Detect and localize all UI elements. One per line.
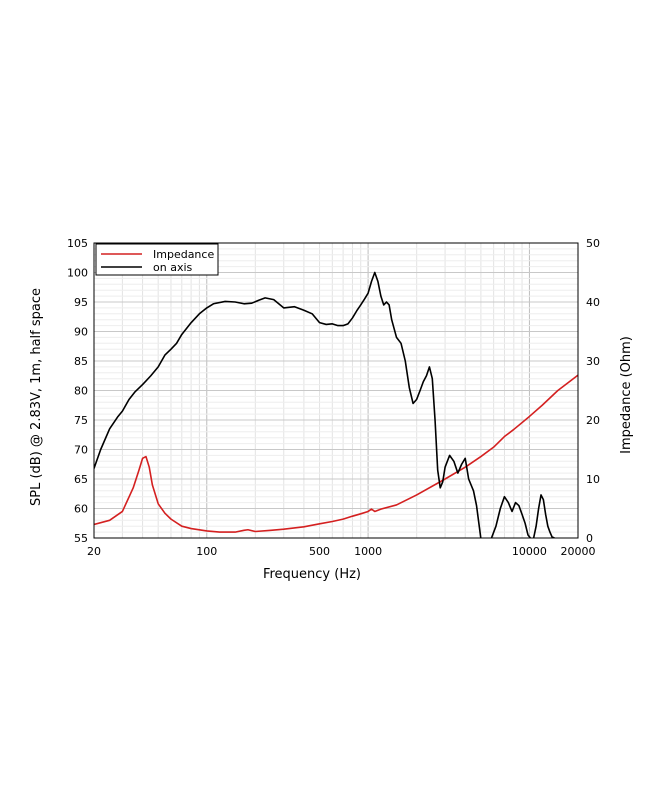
y2-tick-label: 20 xyxy=(586,414,600,427)
y-tick-label: 60 xyxy=(74,503,88,516)
y-axis-title: SPL (dB) @ 2.83V, 1m, half space xyxy=(29,288,44,506)
legend-box xyxy=(95,243,219,276)
x-tick-label: 20 xyxy=(87,545,101,558)
legend: Impedance on axis xyxy=(95,243,219,276)
y2-tick-label: 10 xyxy=(586,473,600,486)
y-tick-label: 80 xyxy=(74,385,88,398)
y-tick-label: 70 xyxy=(74,444,88,457)
series-layer xyxy=(94,271,578,538)
y-tick-label: 100 xyxy=(67,267,88,280)
legend-label-impedance: Impedance xyxy=(153,248,214,261)
legend-label-on-axis: on axis xyxy=(153,261,193,274)
x-axis-title: Frequency (Hz) xyxy=(263,567,361,582)
y-tick-label: 105 xyxy=(67,237,88,250)
y-tick-label: 65 xyxy=(74,473,88,486)
y-tick-label: 95 xyxy=(74,296,88,309)
x-tick-label: 500 xyxy=(309,545,330,558)
grid xyxy=(94,243,578,538)
plot-frame xyxy=(93,242,579,539)
y2-tick-label: 0 xyxy=(586,532,593,545)
y2-tick-label: 50 xyxy=(586,237,600,250)
x-tick-label: 20000 xyxy=(561,545,596,558)
y2-axis-title: Impedance (Ohm) xyxy=(619,336,634,454)
y-tick-label: 55 xyxy=(74,532,88,545)
plot-border xyxy=(93,242,579,539)
y2-tick-label: 40 xyxy=(586,296,600,309)
x-tick-label: 1000 xyxy=(354,545,382,558)
tick-labels: 20 100 500 1000 10000 20000556065707580859095… xyxy=(67,237,600,558)
x-tick-label: 10000 xyxy=(512,545,547,558)
x-tick-label: 100 xyxy=(196,545,217,558)
y-tick-label: 75 xyxy=(74,414,88,427)
series-line-on-axis xyxy=(94,271,559,538)
y-tick-label: 90 xyxy=(74,326,88,339)
series-line-impedance xyxy=(94,374,578,533)
y-tick-label: 85 xyxy=(74,355,88,368)
y2-tick-label: 30 xyxy=(586,355,600,368)
